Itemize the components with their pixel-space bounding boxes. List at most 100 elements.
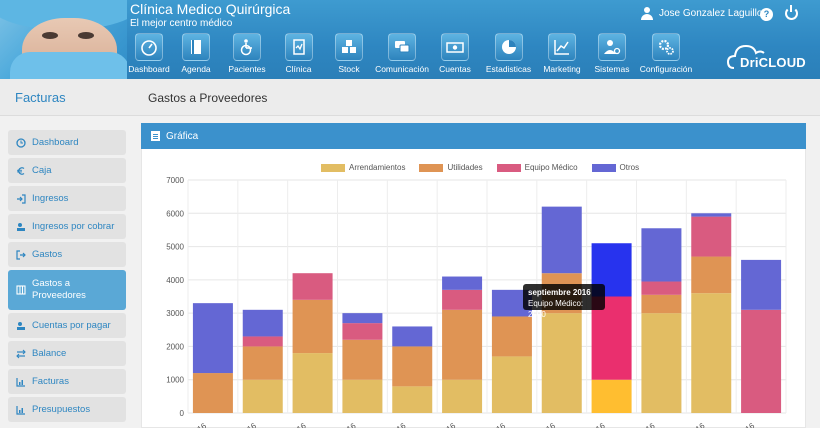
chart-tooltip: septiembre 2016 Equipo Médico: 2500 — [523, 284, 605, 319]
legend-label: Equipo Médico — [524, 163, 578, 172]
bar-segment — [691, 213, 732, 217]
sidebar-item-ingresos[interactable]: Ingresos — [8, 186, 126, 211]
nav-label: Cuentas — [439, 64, 471, 74]
sidebar-item-label: Gastos a Proveedores — [32, 278, 86, 301]
columns-icon — [16, 285, 26, 295]
user-money-icon — [16, 321, 26, 331]
nav-label: Comunicación — [375, 64, 429, 74]
clock-icon — [16, 137, 26, 148]
clinic-subtitle: El mejor centro médico — [130, 18, 233, 29]
x-tick-label: 016 — [292, 421, 309, 428]
main-nav: Dashboard Agenda Pacientes Clínica Stock — [127, 33, 695, 79]
nav-item-stock[interactable]: Stock — [324, 33, 374, 79]
sidebar-item-label: Facturas — [32, 376, 69, 387]
x-tick-label: 016 — [491, 421, 508, 428]
bar-segment — [591, 296, 632, 380]
y-tick-label: 3000 — [166, 309, 184, 318]
bar-segment — [292, 353, 333, 413]
legend-swatch — [496, 163, 521, 172]
legend-item[interactable]: Arrendamientos — [321, 163, 405, 172]
bar-segment — [541, 313, 582, 413]
dricloud-logo[interactable]: DriCLOUD — [726, 40, 806, 72]
nav-label: Clínica — [285, 64, 312, 74]
sidebar-item-label: Gastos — [32, 249, 63, 260]
legend-item[interactable]: Utilidades — [419, 163, 483, 172]
sidebar-item-label: Ingresos por cobrar — [32, 221, 115, 232]
tooltip-title: septiembre 2016 — [528, 288, 591, 297]
clinic-name: Clínica Medico Quirúrgica — [130, 1, 291, 17]
book-icon — [182, 33, 210, 61]
nav-item-marketing[interactable]: Marketing — [537, 33, 587, 79]
document-icon — [151, 131, 160, 141]
nav-item-pacientes[interactable]: Pacientes — [221, 33, 273, 79]
sidebar-item-facturas[interactable]: Facturas — [8, 369, 126, 394]
bar-segment — [242, 336, 283, 347]
logo-text: DriCLOUD — [740, 55, 806, 70]
sidebar-item-label: Balance — [32, 348, 67, 359]
boxes-icon — [335, 33, 363, 61]
legend-swatch — [419, 163, 444, 172]
bar-segment — [242, 309, 283, 337]
chart-legend: Arrendamientos Utilidades Equipo Médico … — [321, 163, 639, 172]
sidebar-item-cuentas-por-pagar[interactable]: Cuentas por pagar — [8, 313, 126, 338]
nav-label: Stock — [338, 64, 360, 74]
sidebar-item-gastos-a-proveedores[interactable]: Gastos a Proveedores — [8, 270, 126, 310]
sidebar-item-dashboard[interactable]: Dashboard — [8, 130, 126, 155]
bar-segment — [442, 309, 483, 380]
legend-label: Otros — [619, 163, 640, 172]
panel-header: Gráfica — [141, 123, 806, 149]
sidebar-item-balance[interactable]: Balance — [8, 341, 126, 366]
sidebar-item-label: Presupuestos — [32, 404, 91, 415]
bar-segment — [192, 373, 233, 413]
sidebar-item-presupuestos[interactable]: Presupuestos — [8, 397, 126, 422]
help-icon[interactable]: ? — [760, 8, 773, 21]
bar-segment — [541, 206, 582, 274]
nav-item-agenda[interactable]: Agenda — [171, 33, 221, 79]
x-tick-label: 016 — [541, 421, 558, 428]
y-tick-label: 1000 — [166, 376, 184, 385]
nav-item-sistemas[interactable]: Sistemas — [587, 33, 637, 79]
bar-segment — [442, 289, 483, 310]
bar-segment — [491, 356, 532, 413]
bar-segment — [242, 379, 283, 413]
user-money-icon — [16, 222, 26, 232]
bar-segment — [242, 346, 283, 380]
doctor-banner-image — [0, 0, 127, 79]
legend-label: Utilidades — [447, 163, 483, 172]
y-tick-label: 4000 — [166, 276, 184, 285]
nav-label: Pacientes — [228, 64, 266, 74]
page-title: Gastos a Proveedores — [148, 91, 268, 105]
user-menu[interactable]: Jose Gonzalez Laguillo — [641, 7, 762, 20]
legend-swatch — [591, 163, 616, 172]
bar-segment — [641, 294, 682, 314]
nav-item-configuracion[interactable]: Configuración — [637, 33, 695, 79]
legend-item[interactable]: Otros — [591, 163, 640, 172]
x-tick-label: 016 — [192, 421, 209, 428]
bar-segment — [292, 273, 333, 300]
x-tick-label: 016 — [391, 421, 408, 428]
sidebar-item-gastos[interactable]: Gastos — [8, 242, 126, 267]
bar-segment — [392, 346, 433, 387]
power-icon[interactable] — [785, 5, 798, 20]
bar-segment — [491, 316, 532, 357]
nav-item-estadisticas[interactable]: Estadisticas — [480, 33, 537, 79]
sidebar-item-caja[interactable]: Caja — [8, 158, 126, 183]
y-tick-label: 6000 — [166, 209, 184, 218]
clipboard-icon — [284, 33, 313, 61]
x-tick-label: 016 — [690, 421, 707, 428]
legend-swatch — [321, 163, 345, 172]
sidebar: Dashboard Caja Ingresos Ingresos por cob… — [0, 116, 134, 428]
nav-item-comunicacion[interactable]: Comunicación — [374, 33, 430, 79]
nav-item-clinica[interactable]: Clínica — [273, 33, 324, 79]
legend-item[interactable]: Equipo Médico — [496, 163, 578, 172]
nav-item-cuentas[interactable]: Cuentas — [430, 33, 480, 79]
y-tick-label: 0 — [180, 409, 185, 418]
nav-item-dashboard[interactable]: Dashboard — [127, 33, 171, 79]
euro-icon — [16, 166, 26, 176]
bar-segment — [741, 259, 782, 310]
sidebar-item-label: Caja — [32, 165, 52, 176]
gauge-icon — [135, 33, 163, 61]
bar-segment — [392, 386, 433, 413]
x-tick-label: 016 — [242, 421, 259, 428]
sidebar-item-ingresos-por-cobrar[interactable]: Ingresos por cobrar — [8, 214, 126, 239]
